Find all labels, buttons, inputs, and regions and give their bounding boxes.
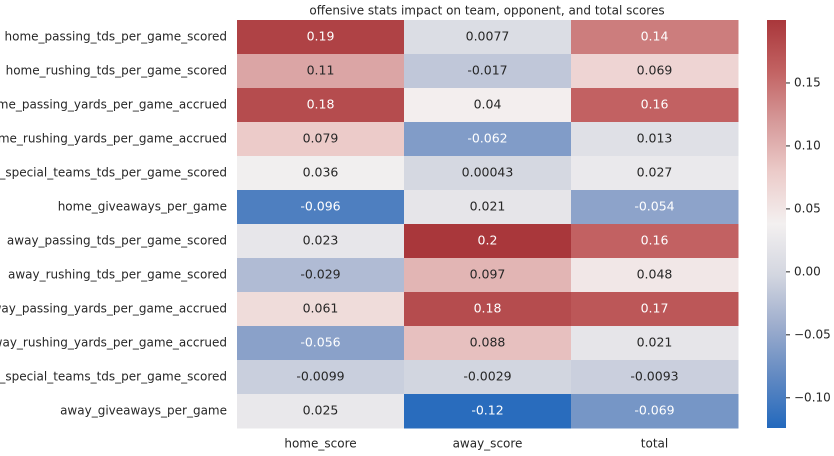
cell-value-label: 0.025 — [303, 403, 339, 418]
colorbar-tick-label: 0.15 — [794, 75, 821, 89]
cell-value-label: 0.18 — [474, 301, 502, 316]
y-tick-label: away_special_teams_tds_per_game_scored — [0, 370, 227, 384]
heatmap-cell — [571, 122, 739, 157]
y-tick-label: away_passing_tds_per_game_scored — [7, 234, 227, 248]
y-tick-label: home_rushing_tds_per_game_scored — [6, 64, 227, 78]
cell-value-label: 0.027 — [637, 165, 673, 180]
colorbar — [767, 20, 786, 428]
cell-value-label: -0.0093 — [630, 369, 678, 384]
heatmap-cell — [404, 326, 572, 361]
colorbar-tick-label: 0.00 — [794, 264, 821, 278]
colorbar-tick-label: −0.05 — [794, 327, 831, 341]
heatmap-cell — [237, 360, 405, 395]
heatmap-cell — [404, 190, 572, 225]
heatmap-cell — [571, 88, 739, 123]
heatmap-cell — [571, 326, 739, 361]
y-tick-label: away_rushing_yards_per_game_accrued — [0, 336, 227, 350]
heatmap-cell — [571, 20, 739, 55]
heatmap-cell — [571, 224, 739, 259]
heatmap-cell — [404, 360, 572, 395]
heatmap-cell — [237, 156, 405, 191]
cell-value-label: 0.079 — [303, 131, 339, 146]
cell-value-label: 0.097 — [470, 267, 506, 282]
y-tick-label: away_rushing_tds_per_game_scored — [8, 268, 227, 282]
heatmap-cell — [237, 326, 405, 361]
cell-value-label: 0.061 — [303, 301, 339, 316]
cell-value-label: 0.18 — [307, 97, 335, 112]
heatmap-cell — [237, 122, 405, 157]
cell-value-label: -0.12 — [471, 403, 503, 418]
cell-value-label: 0.088 — [470, 335, 506, 350]
cell-value-label: 0.0077 — [466, 29, 510, 44]
heatmap-cell — [237, 190, 405, 225]
cell-value-label: 0.19 — [307, 29, 335, 44]
colorbar-tick-label: −0.10 — [794, 390, 831, 404]
cell-value-label: 0.16 — [641, 233, 669, 248]
cell-value-label: -0.017 — [467, 63, 507, 78]
heatmap-cell — [571, 258, 739, 293]
heatmap-cell — [404, 394, 572, 429]
heatmap-cell — [571, 360, 739, 395]
cell-value-label: -0.069 — [634, 403, 674, 418]
heatmap-cell — [404, 292, 572, 327]
y-tick-label: away_giveaways_per_game — [60, 404, 227, 418]
heatmap-cell — [571, 190, 739, 225]
cell-value-label: -0.062 — [467, 131, 507, 146]
heatmap-cell — [237, 54, 405, 89]
cell-value-label: 0.021 — [470, 199, 506, 214]
colorbar-tick-label: 0.10 — [794, 138, 821, 152]
heatmap-cell — [237, 394, 405, 429]
heatmap-cell — [571, 292, 739, 327]
heatmap-cell — [237, 88, 405, 123]
cell-value-label: 0.2 — [478, 233, 498, 248]
cell-value-label: 0.013 — [637, 131, 673, 146]
heatmap-cell — [571, 54, 739, 89]
x-tick-label: total — [641, 437, 668, 451]
cell-value-label: -0.0099 — [296, 369, 344, 384]
x-tick-label: away_score — [453, 437, 523, 451]
cell-value-label: 0.11 — [307, 63, 335, 78]
cell-value-label: -0.0029 — [463, 369, 511, 384]
y-tick-label: away_passing_yards_per_game_accrued — [0, 302, 227, 316]
y-tick-label: home_special_teams_tds_per_game_scored — [0, 166, 227, 180]
heatmap-cell — [404, 258, 572, 293]
heatmap-cell — [237, 20, 405, 55]
cell-value-label: 0.14 — [641, 29, 669, 44]
cell-value-label: 0.036 — [303, 165, 339, 180]
heatmap-cell — [404, 20, 572, 55]
heatmap-cell — [237, 224, 405, 259]
heatmap-cell — [237, 258, 405, 293]
heatmap-cell — [571, 156, 739, 191]
y-tick-label: home_passing_tds_per_game_scored — [5, 30, 227, 44]
cell-value-label: 0.17 — [641, 301, 669, 316]
y-tick-label: home_giveaways_per_game — [58, 200, 227, 214]
heatmap-cell — [404, 54, 572, 89]
cell-value-label: -0.054 — [634, 199, 674, 214]
heatmap-cell — [571, 394, 739, 429]
colorbar-tick-label: 0.05 — [794, 201, 821, 215]
cell-value-label: 0.021 — [637, 335, 673, 350]
cell-value-label: -0.096 — [300, 199, 340, 214]
heatmap-cell — [237, 292, 405, 327]
cell-value-label: 0.023 — [303, 233, 339, 248]
heatmap-cell — [404, 156, 572, 191]
heatmap-cell — [404, 122, 572, 157]
cell-value-label: 0.00043 — [462, 165, 514, 180]
cell-value-label: -0.056 — [300, 335, 340, 350]
cell-value-label: -0.029 — [300, 267, 340, 282]
y-tick-label: home_passing_yards_per_game_accrued — [0, 98, 227, 112]
cell-value-label: 0.16 — [641, 97, 669, 112]
heatmap-cell — [404, 88, 572, 123]
cell-value-label: 0.069 — [637, 63, 673, 78]
x-tick-label: home_score — [284, 437, 356, 451]
y-tick-label: home_rushing_yards_per_game_accrued — [0, 132, 227, 146]
cell-value-label: 0.048 — [637, 267, 673, 282]
heatmap-cell — [404, 224, 572, 259]
cell-value-label: 0.04 — [474, 97, 502, 112]
chart-title: offensive stats impact on team, opponent… — [309, 4, 664, 18]
